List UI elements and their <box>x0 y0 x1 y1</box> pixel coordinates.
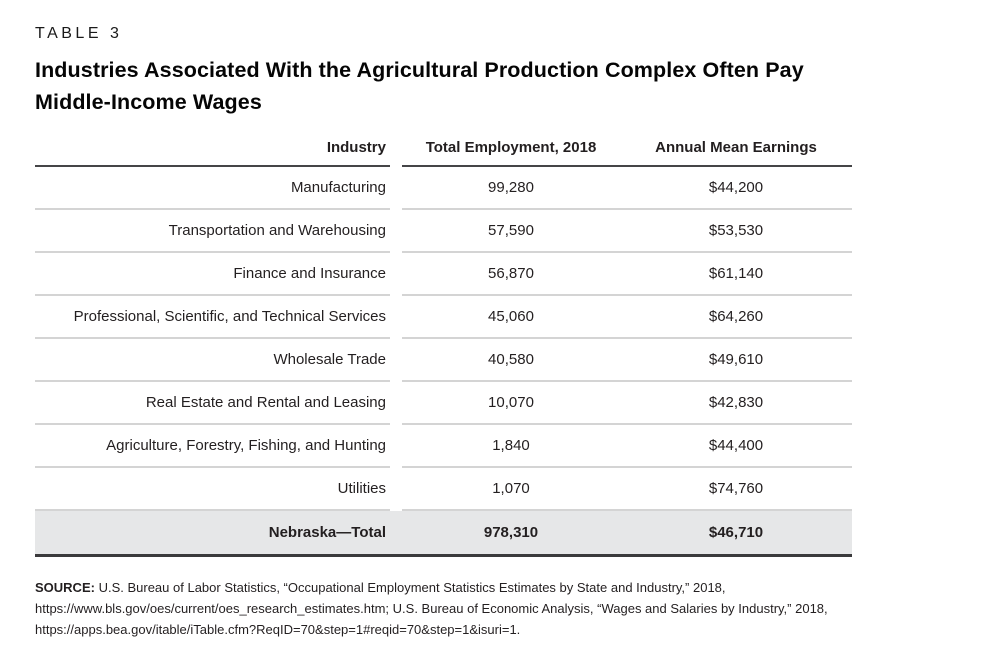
total-row-values: 978,310 $46,710 <box>402 511 852 554</box>
row-value-columns: 1,840 $44,400 <box>402 425 852 468</box>
table-total-row: Nebraska—Total 978,310 $46,710 <box>35 511 852 557</box>
industry-cell: Professional, Scientific, and Technical … <box>35 296 390 339</box>
industry-cell: Manufacturing <box>35 167 390 210</box>
header-value-columns: Total Employment, 2018 Annual Mean Earni… <box>402 132 852 167</box>
earnings-cell: $44,400 <box>708 437 764 454</box>
industries-table: Industry Total Employment, 2018 Annual M… <box>35 132 852 557</box>
column-header-industry: Industry <box>35 132 390 167</box>
table-row: Finance and Insurance 56,870 $61,140 <box>35 253 852 296</box>
employment-cell: 1,070 <box>492 480 530 497</box>
table-row: Manufacturing 99,280 $44,200 <box>35 167 852 210</box>
row-value-columns: 1,070 $74,760 <box>402 468 852 511</box>
source-note: SOURCE: U.S. Bureau of Labor Statistics,… <box>35 577 915 640</box>
table-title-line-1: Industries Associated With the Agricultu… <box>35 58 804 82</box>
row-value-columns: 45,060 $64,260 <box>402 296 852 339</box>
row-value-columns: 10,070 $42,830 <box>402 382 852 425</box>
industry-cell: Real Estate and Rental and Leasing <box>35 382 390 425</box>
earnings-cell: $49,610 <box>708 351 764 368</box>
table-body: Manufacturing 99,280 $44,200 Transportat… <box>35 167 852 511</box>
table-row: Utilities 1,070 $74,760 <box>35 468 852 511</box>
total-row-label: Nebraska—Total <box>268 524 386 541</box>
earnings-cell: $53,530 <box>708 222 764 239</box>
table-title: Industries Associated With the Agricultu… <box>35 54 965 118</box>
industry-cell: Transportation and Warehousing <box>35 210 390 253</box>
industry-cell: Finance and Insurance <box>35 253 390 296</box>
employment-cell: 1,840 <box>492 437 530 454</box>
industry-cell: Agriculture, Forestry, Fishing, and Hunt… <box>35 425 390 468</box>
column-header-total-employment: Total Employment, 2018 <box>425 139 597 156</box>
table-row: Real Estate and Rental and Leasing 10,07… <box>35 382 852 425</box>
employment-cell: 10,070 <box>488 394 534 411</box>
table-row: Wholesale Trade 40,580 $49,610 <box>35 339 852 382</box>
table-title-line-2: Middle-Income Wages <box>35 90 262 114</box>
source-text: U.S. Bureau of Labor Statistics, “Occupa… <box>35 580 828 637</box>
column-header-annual-mean-earnings: Annual Mean Earnings <box>655 139 817 156</box>
earnings-cell: $64,260 <box>708 308 764 325</box>
table-row: Agriculture, Forestry, Fishing, and Hunt… <box>35 425 852 468</box>
table-row: Transportation and Warehousing 57,590 $5… <box>35 210 852 253</box>
industry-cell: Utilities <box>35 468 390 511</box>
earnings-cell: $42,830 <box>708 394 764 411</box>
row-value-columns: 99,280 $44,200 <box>402 167 852 210</box>
earnings-cell: $74,760 <box>708 480 764 497</box>
table-row: Professional, Scientific, and Technical … <box>35 296 852 339</box>
employment-cell: 45,060 <box>488 308 534 325</box>
employment-cell: 40,580 <box>488 351 534 368</box>
source-label: SOURCE: <box>35 580 95 595</box>
earnings-cell: $44,200 <box>708 179 764 196</box>
row-value-columns: 56,870 $61,140 <box>402 253 852 296</box>
row-value-columns: 57,590 $53,530 <box>402 210 852 253</box>
industry-cell: Wholesale Trade <box>35 339 390 382</box>
employment-cell: 57,590 <box>488 222 534 239</box>
earnings-cell: $61,140 <box>708 265 764 282</box>
table-header-row: Industry Total Employment, 2018 Annual M… <box>35 132 852 167</box>
row-value-columns: 40,580 $49,610 <box>402 339 852 382</box>
table-number-label: TABLE 3 <box>35 25 123 42</box>
employment-cell: 56,870 <box>488 265 534 282</box>
employment-cell: 99,280 <box>488 179 534 196</box>
total-employment-value: 978,310 <box>483 524 539 541</box>
total-earnings-value: $46,710 <box>708 524 764 541</box>
